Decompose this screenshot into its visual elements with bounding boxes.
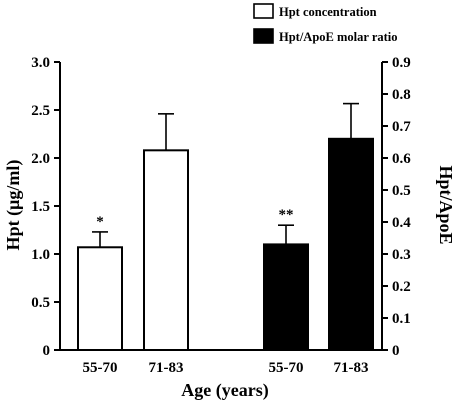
legend-label-hpt-apoe-ratio: Hpt/ApoE molar ratio xyxy=(279,30,398,44)
bar xyxy=(143,149,189,351)
y-left-tick-label: 2.0 xyxy=(31,151,50,167)
bar-group xyxy=(328,102,374,351)
bar xyxy=(77,246,123,351)
y-right-tick-label: 0.5 xyxy=(392,183,411,199)
significance-marker: * xyxy=(96,214,104,230)
y-left-tick-label: 1.5 xyxy=(31,199,50,215)
bar xyxy=(328,137,374,351)
x-tick-label: 55-70 xyxy=(269,360,304,376)
legend-item-hpt-apoe-ratio: Hpt/ApoE molar ratio xyxy=(253,28,398,44)
y-left-tick-label: 2.5 xyxy=(31,103,50,119)
bars-layer: * ** xyxy=(77,102,374,351)
y-right-tick-label: 0.8 xyxy=(392,87,411,103)
y-right-tick-label: 0.3 xyxy=(392,247,411,263)
y-right-tick-label: 0.6 xyxy=(392,151,411,167)
x-tick-label: 71-83 xyxy=(149,360,184,376)
significance-marker: ** xyxy=(279,207,294,223)
x-axis-title: Age (years) xyxy=(181,380,268,401)
y-axis-right-title: Hpt/ApoE xyxy=(436,165,454,244)
legend-swatch-white xyxy=(253,3,274,19)
legend: Hpt concentration Hpt/ApoE molar ratio xyxy=(253,3,398,44)
y-axis-left-title: Hpt (µg/ml) xyxy=(3,160,24,251)
axes-layer: 0 0.5 1.0 1.5 2.0 2.5 3.0 0 0.1 0.2 0.3 0.4 0.5 0.6 0.… xyxy=(31,55,411,376)
y-left-tick-label: 0.5 xyxy=(31,295,50,311)
bar-group xyxy=(143,113,189,351)
bar-group: ** xyxy=(263,207,309,351)
y-right-tick-label: 0.4 xyxy=(392,215,411,231)
bar xyxy=(263,243,309,351)
y-right-tick-label: 0 xyxy=(392,343,400,359)
x-tick-label: 55-70 xyxy=(83,360,118,376)
legend-item-hpt-concentration: Hpt concentration xyxy=(253,3,377,19)
y-right-tick-label: 0.2 xyxy=(392,279,411,295)
bar-group: * xyxy=(77,214,123,351)
y-right-tick-label: 0.7 xyxy=(392,119,411,135)
y-right-tick-label: 0.9 xyxy=(392,55,411,71)
legend-swatch-black xyxy=(253,28,274,44)
x-tick-label: 71-83 xyxy=(334,360,369,376)
legend-label-hpt-concentration: Hpt concentration xyxy=(279,5,377,19)
y-left-tick-label: 3.0 xyxy=(31,55,50,71)
y-right-tick-label: 0.1 xyxy=(392,311,411,327)
y-left-tick-label: 0 xyxy=(43,343,51,359)
y-left-tick-label: 1.0 xyxy=(31,247,50,263)
